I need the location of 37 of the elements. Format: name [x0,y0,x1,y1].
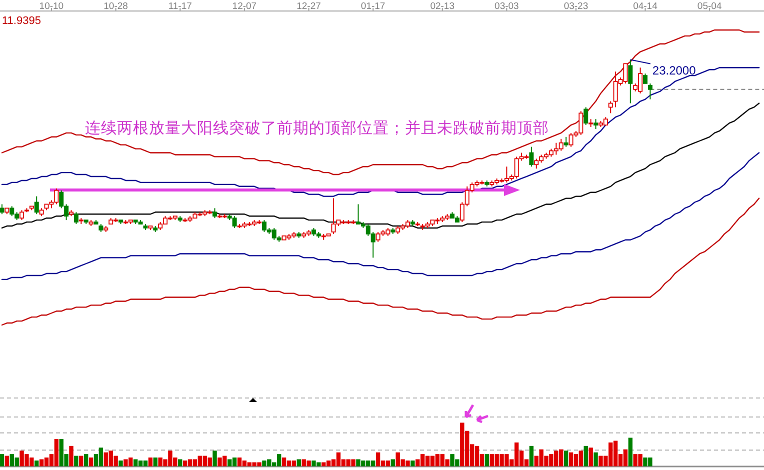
x-tick-label: 12-07 [232,1,257,12]
bar [564,450,568,466]
bar [178,459,182,466]
bar [410,460,415,466]
bar [88,458,94,466]
x-tick-label: 10-28 [104,1,128,12]
x-tick-label: 03-03 [494,1,519,12]
annotation: 23.2000 [652,64,696,78]
x-tick-label: 05-04 [697,1,722,12]
bar [79,456,84,466]
text: 11.9395 [2,15,41,27]
bar [584,446,588,466]
bar [148,458,153,466]
bar [34,460,39,466]
bar [153,458,158,466]
bar [390,459,395,466]
x-tick-label: 11-17 [168,1,192,12]
x-tick-label: 12-27 [296,1,321,12]
bar [212,450,217,466]
x-tick-label: 03-23 [564,1,588,12]
bar [0,454,4,466]
bar [484,454,489,466]
bar [4,456,10,466]
bar [84,454,88,466]
bar [118,460,123,466]
bar [74,456,78,466]
bar [296,459,301,466]
x-tick-label: 01-17 [360,1,386,12]
x-tick-label: 02-13 [430,1,455,12]
annotation: 连续两根放量大阳线突破了前期的顶部位置；并且未跌破前期顶部 [85,119,549,137]
bar [69,446,74,466]
bar [529,446,534,466]
bar [588,448,593,466]
bar [594,452,598,466]
x-tick-label: 04-14 [633,1,658,12]
x-tick-label: 10-10 [39,1,64,12]
bar [628,438,632,466]
